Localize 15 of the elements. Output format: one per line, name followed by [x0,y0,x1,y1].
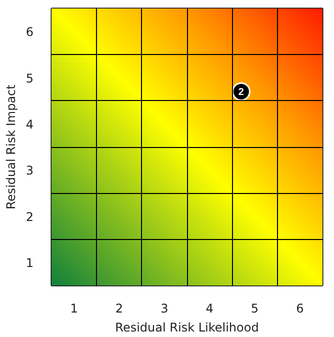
y-tick-label: 6 [26,25,34,40]
y-tick-label: 5 [26,71,34,86]
annotation: 2 [238,87,244,98]
y-tick-label: 2 [26,210,34,224]
y-tick-label: 4 [26,117,34,132]
x-tick-label: 3 [160,302,168,316]
y-tick-label: 1 [26,256,34,270]
y-axis-title: Residual Risk Impact [4,84,18,210]
x-axis-title: Residual Risk Likelihood [115,320,259,334]
x-tick-label: 6 [296,302,304,316]
x-tick-label: 1 [70,302,78,316]
x-tick-label: 5 [250,302,259,316]
x-tick-label: 4 [206,302,214,316]
y-tick-label: 3 [26,164,34,178]
x-tick-label: 2 [115,302,124,316]
